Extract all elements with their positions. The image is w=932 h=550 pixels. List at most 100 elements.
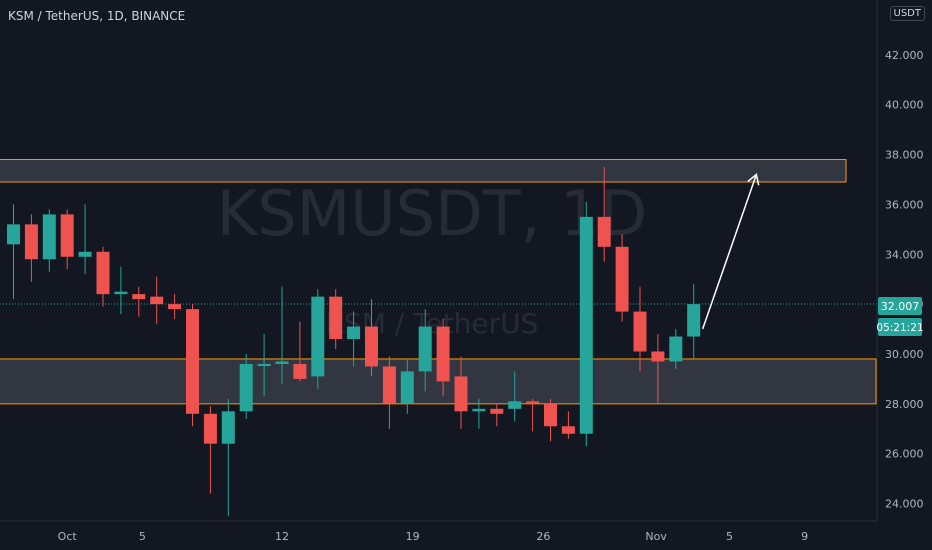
time-axis-label: 5 bbox=[139, 530, 146, 543]
candle bbox=[490, 403, 504, 427]
currency-badge[interactable]: USDT bbox=[889, 6, 925, 21]
price-tick-label: 34.000 bbox=[885, 248, 924, 261]
candle-body bbox=[60, 214, 74, 257]
candle bbox=[257, 334, 271, 397]
projection-arrow-head bbox=[747, 173, 760, 186]
candle bbox=[96, 246, 110, 307]
candle-body bbox=[687, 304, 701, 337]
candle-body bbox=[186, 309, 199, 414]
candle bbox=[544, 398, 557, 442]
candle-body bbox=[561, 426, 575, 434]
candle-body bbox=[418, 326, 432, 372]
candle bbox=[114, 266, 128, 315]
candle bbox=[239, 353, 253, 419]
candle-body bbox=[275, 361, 289, 364]
candle-body bbox=[239, 363, 253, 412]
candle-body bbox=[329, 296, 343, 340]
projection-arrow-shaft bbox=[701, 174, 758, 330]
countdown-label: 05:21:21 bbox=[876, 322, 923, 334]
candle-body bbox=[454, 376, 468, 412]
candle bbox=[365, 299, 378, 377]
price-axis-background bbox=[877, 0, 932, 550]
time-axis-label: Oct bbox=[58, 530, 78, 543]
candle bbox=[472, 398, 486, 429]
price-tick-label: 36.000 bbox=[885, 198, 924, 211]
candle-body bbox=[150, 296, 164, 305]
candle-body bbox=[293, 363, 307, 379]
candle bbox=[42, 209, 56, 272]
candle bbox=[168, 294, 182, 320]
candle bbox=[293, 321, 307, 382]
candle bbox=[633, 286, 647, 372]
candle bbox=[186, 304, 199, 427]
watermark-sub: KSM / TetherUS bbox=[326, 307, 539, 340]
candle-body bbox=[257, 363, 271, 366]
candle-body bbox=[436, 326, 450, 382]
watermark-main: KSMUSDT, 1D bbox=[217, 177, 647, 250]
candle-body bbox=[651, 351, 665, 362]
candle bbox=[400, 358, 414, 414]
candle bbox=[275, 286, 289, 384]
price-tick-label: 28.000 bbox=[885, 398, 924, 411]
price-tick-label: 38.000 bbox=[885, 149, 924, 162]
candle bbox=[132, 286, 146, 317]
candle bbox=[454, 356, 468, 429]
countdown-tag-bg bbox=[878, 318, 922, 336]
candle-body bbox=[490, 408, 504, 414]
candle-body bbox=[526, 401, 540, 404]
candle-body bbox=[311, 296, 325, 377]
projection-arrow bbox=[701, 173, 760, 330]
candle bbox=[651, 334, 665, 404]
candle-body bbox=[347, 326, 361, 340]
candle-body bbox=[78, 251, 92, 257]
candle bbox=[436, 319, 450, 397]
candle-body bbox=[669, 336, 683, 362]
price-tick-label: 24.000 bbox=[885, 498, 924, 511]
current-price-label: 32.007 bbox=[881, 300, 920, 313]
candle-body bbox=[615, 246, 629, 312]
candle-body bbox=[42, 214, 56, 260]
candle bbox=[7, 204, 20, 300]
candle-body bbox=[472, 408, 486, 412]
candle bbox=[78, 204, 92, 275]
candle-body bbox=[633, 311, 647, 352]
time-axis-label: 5 bbox=[726, 530, 733, 543]
candle bbox=[579, 201, 593, 447]
symbol-title[interactable]: KSM / TetherUS, 1D, BINANCE bbox=[8, 9, 186, 23]
time-axis-label: 9 bbox=[801, 530, 808, 543]
candle bbox=[203, 406, 217, 494]
candle bbox=[687, 284, 701, 359]
candle-body bbox=[203, 413, 217, 444]
candle bbox=[221, 398, 235, 517]
candle bbox=[508, 371, 522, 422]
candle-body bbox=[7, 224, 20, 245]
candle bbox=[60, 209, 74, 270]
current-price-tag-bg bbox=[878, 297, 922, 315]
candle-body bbox=[168, 304, 182, 310]
candle-body bbox=[400, 371, 414, 404]
candle-body bbox=[132, 294, 146, 300]
zone-resistance[interactable] bbox=[0, 159, 847, 183]
candle bbox=[24, 214, 38, 282]
price-tick-label: 42.000 bbox=[885, 49, 924, 62]
candle-body bbox=[365, 326, 378, 367]
current-price-tag: 32.007 05:21:21 bbox=[876, 297, 924, 336]
candle bbox=[418, 309, 432, 392]
candle-body bbox=[24, 224, 38, 260]
time-axis[interactable]: Oct 5 12 19 26 Nov 5 9 bbox=[58, 530, 808, 543]
time-axis-label: 26 bbox=[536, 530, 550, 543]
candle-body bbox=[96, 251, 110, 295]
time-axis-label: Nov bbox=[645, 530, 667, 543]
candle-body bbox=[544, 403, 557, 427]
candle-body bbox=[221, 411, 235, 444]
candle-body bbox=[597, 216, 611, 247]
watermark: KSMUSDT, 1D KSM / TetherUS bbox=[217, 177, 647, 340]
candle bbox=[597, 167, 611, 262]
candle bbox=[382, 356, 396, 429]
candle bbox=[561, 411, 575, 439]
time-axis-label: 19 bbox=[406, 530, 420, 543]
candle-body bbox=[382, 366, 396, 404]
time-axis-label: 12 bbox=[275, 530, 289, 543]
price-tick-label: 26.000 bbox=[885, 448, 924, 461]
